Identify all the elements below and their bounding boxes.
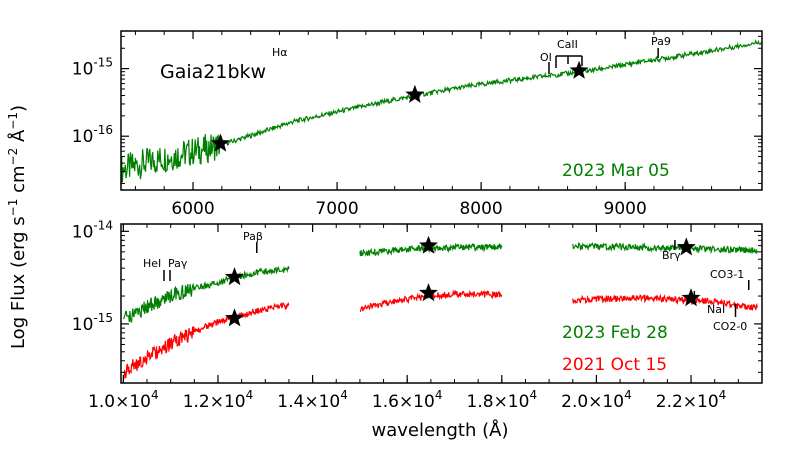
line-label-3: Brγ: [662, 249, 681, 262]
y-tick-exponent: -15: [93, 56, 113, 70]
y-tick-label-0: 10-15: [72, 311, 113, 335]
photometry-star-2: [676, 237, 696, 256]
top-panel: 6000 7000 8000 9000 10-16 10-15 Hα OI CaII Pa9: [72, 30, 763, 219]
y-tick-label-0: 10-16: [72, 123, 113, 147]
y-axis-label-part3: Å: [7, 129, 29, 148]
y-tick-exponent: -16: [93, 123, 113, 137]
photometry-star-0: [210, 133, 230, 152]
x-tick-exponent: 4: [246, 388, 254, 402]
y-tick-exponent: -15: [93, 311, 113, 325]
x-tick-label-3: 1.6×104: [372, 388, 443, 412]
x-axis-label: wavelength (Å): [372, 419, 509, 441]
legend-2021-oct-15: 2021 Oct 15: [562, 355, 667, 375]
line-label-6: CO2-0: [713, 320, 747, 333]
line-label-5: NaI: [707, 303, 725, 316]
x-tick-label-1: 6000: [171, 199, 214, 219]
x-tick-label-4: 1.8×104: [467, 388, 538, 412]
spectrum-line-bottom-0-seg-0: [122, 265, 290, 323]
photometry-star-5: [681, 288, 701, 307]
spectrum-line-bottom-1-seg-2: [572, 293, 758, 311]
epoch-label-top: 2023 Mar 05: [562, 161, 670, 181]
photometry-star-0: [225, 267, 244, 286]
line-label-1: OI: [540, 51, 552, 64]
line-label-2: CaII: [557, 38, 578, 51]
x-tick-exponent: 4: [340, 388, 348, 402]
line-label-0: HeI: [143, 257, 161, 270]
line-label-2: Paβ: [243, 230, 263, 243]
x-tick-exponent: 4: [529, 388, 537, 402]
bottom-panel: 1.0×104 1.2×104 1.4×104 1.6×104 1.8×104 2.0×1…: [72, 218, 763, 412]
photometry-star-1: [405, 84, 425, 103]
line-label-4: CO3-1: [710, 268, 744, 281]
x-tick-label-3: 8000: [459, 199, 502, 219]
photometry-star-4: [419, 283, 438, 302]
y-tick-label-1: 10-14: [72, 218, 113, 242]
x-tick-label-5: 2.0×104: [561, 388, 632, 412]
x-tick-label-6: 2.2×104: [656, 388, 727, 412]
photometry-star-1: [419, 235, 438, 254]
x-tick-exponent: 4: [151, 388, 159, 402]
y-axis-label-part2: cm: [8, 165, 29, 198]
x-tick-label-2: 1.4×104: [277, 388, 348, 412]
y-axis-label-part1: Log Flux (erg s: [8, 216, 29, 349]
y-tick-exponent: -14: [93, 218, 113, 232]
plot-frame: [120, 30, 763, 191]
target-name: Gaia21bkw: [160, 61, 266, 83]
photometry-star-2: [569, 60, 589, 79]
x-tick-label-1: 1.2×104: [183, 388, 254, 412]
line-label-1: Paγ: [168, 257, 188, 270]
x-tick-label-4: 9000: [604, 199, 647, 219]
y-axis-label-exp3: −1: [6, 112, 20, 130]
spectrum-line-bottom-0-seg-2: [572, 241, 758, 255]
x-tick-exponent: 4: [624, 388, 632, 402]
x-tick-exponent: 4: [435, 388, 443, 402]
line-label-3: Pa9: [651, 35, 671, 48]
line-label-0: Hα: [272, 46, 288, 59]
x-tick-exponent: 4: [719, 388, 727, 402]
x-tick-label-0: 1.0×104: [88, 388, 159, 412]
plot-frame: [120, 223, 763, 384]
y-tick-label-1: 10-15: [72, 56, 113, 80]
x-tick-label-2: 7000: [315, 199, 358, 219]
y-axis-label-exp1: −1: [6, 199, 20, 217]
y-axis-label-part4: ): [8, 105, 29, 112]
y-axis-label-exp2: −2: [6, 148, 20, 166]
legend-2023-feb-28: 2023 Feb 28: [562, 323, 668, 343]
photometry-star-3: [225, 308, 244, 327]
y-axis-label: Log Flux (erg s−1 cm−2 Å−1): [6, 105, 29, 349]
spectrum-line-bottom-1-seg-0: [122, 301, 290, 379]
